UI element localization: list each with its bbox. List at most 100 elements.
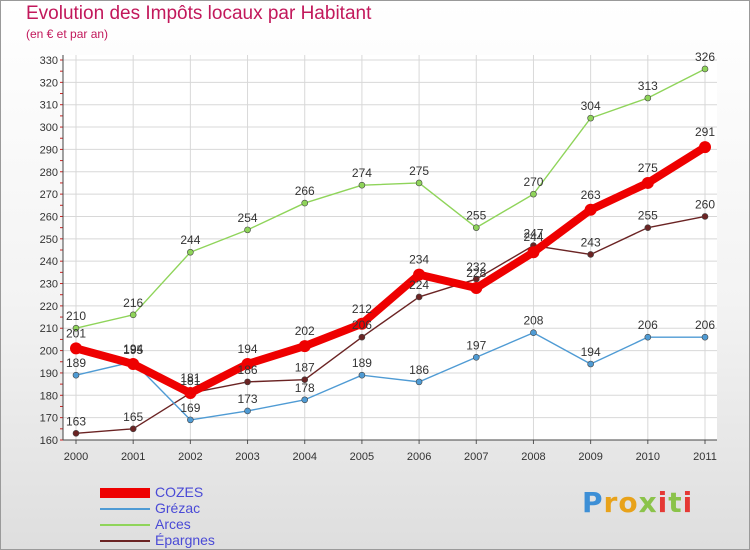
x-tick-label: 2001 xyxy=(121,451,145,463)
y-tick-label: 290 xyxy=(40,144,58,156)
data-point-grezac xyxy=(644,333,652,341)
y-tick-label: 230 xyxy=(40,279,58,291)
data-point-arces xyxy=(301,199,309,207)
data-label-cozes: 212 xyxy=(352,302,372,316)
data-label-grezac: 186 xyxy=(409,363,429,377)
data-point-grezac xyxy=(358,371,366,379)
y-tick-label: 250 xyxy=(40,234,58,246)
data-label-arces: 326 xyxy=(695,50,715,64)
data-point-arces xyxy=(587,114,594,122)
x-tick-label: 2000 xyxy=(64,451,88,463)
data-label-grezac: 173 xyxy=(238,392,258,406)
data-label-epargnes: 181 xyxy=(180,374,200,388)
data-point-epargnes xyxy=(129,425,137,433)
series-line-epargnes xyxy=(75,215,706,434)
data-point-cozes xyxy=(241,358,254,370)
x-tick-label: 2008 xyxy=(521,451,545,463)
x-tick-label: 2011 xyxy=(693,451,717,463)
brand-letter: r xyxy=(603,486,619,519)
data-point-grezac xyxy=(587,360,594,368)
data-point-epargnes xyxy=(701,213,709,220)
brand-letter: t xyxy=(668,486,683,519)
data-point-cozes xyxy=(70,342,82,355)
brand-letter: i xyxy=(657,486,669,519)
data-label-arces: 255 xyxy=(466,209,486,223)
x-tick-label: 2002 xyxy=(178,451,202,463)
data-point-grezac xyxy=(530,329,537,337)
data-label-epargnes: 255 xyxy=(638,209,658,223)
data-point-grezac xyxy=(187,416,194,424)
data-point-arces xyxy=(244,226,251,234)
data-point-cozes xyxy=(527,246,540,259)
data-point-arces xyxy=(644,94,652,102)
y-tick-label: 320 xyxy=(40,77,58,89)
legend-label-grezac: Grézac xyxy=(155,500,201,516)
data-label-cozes: 263 xyxy=(581,188,601,202)
data-label-epargnes: 260 xyxy=(695,197,715,211)
data-label-cozes: 275 xyxy=(638,161,658,175)
y-tick-label: 330 xyxy=(40,55,58,67)
data-label-arces: 313 xyxy=(638,79,658,93)
data-label-arces: 270 xyxy=(523,175,543,189)
brand-text: Proxiti xyxy=(582,486,693,519)
brand-letter: i xyxy=(682,486,694,519)
data-label-cozes: 194 xyxy=(123,342,143,356)
data-point-cozes xyxy=(355,317,368,330)
data-label-arces: 275 xyxy=(409,164,429,178)
data-label-cozes: 181 xyxy=(180,371,200,385)
legend-swatch-arces xyxy=(100,524,150,526)
data-point-cozes xyxy=(699,141,711,154)
x-tick-label: 2003 xyxy=(235,451,259,463)
data-label-epargnes: 247 xyxy=(523,227,543,241)
x-tick-label: 2006 xyxy=(407,451,431,463)
legend-label-cozes: COZES xyxy=(155,484,204,500)
data-label-arces: 216 xyxy=(123,296,143,310)
brand-logo: Proxiti xyxy=(582,486,693,519)
y-tick-label: 200 xyxy=(40,346,58,358)
data-label-grezac: 195 xyxy=(123,343,143,357)
data-label-cozes: 244 xyxy=(523,230,543,244)
data-label-grezac: 197 xyxy=(466,338,486,352)
series-line-cozes xyxy=(72,143,709,398)
data-label-grezac: 206 xyxy=(695,318,715,332)
x-tick-label: 2010 xyxy=(636,451,660,463)
chart-title: Evolution des Impôts locaux par Habitant xyxy=(26,3,372,24)
series-line-grezac xyxy=(75,332,706,421)
data-label-grezac: 169 xyxy=(180,401,200,415)
x-tick-label: 2004 xyxy=(292,451,316,463)
y-tick-label: 280 xyxy=(40,167,58,179)
brand-letter: P xyxy=(582,486,604,519)
data-label-grezac: 208 xyxy=(523,314,543,328)
data-label-epargnes: 232 xyxy=(466,260,486,274)
x-tick-label: 2005 xyxy=(350,451,374,463)
data-label-arces: 254 xyxy=(238,211,258,225)
data-point-arces xyxy=(358,181,366,189)
x-tick-label: 2007 xyxy=(464,451,488,463)
legend-label-arces: Arces xyxy=(155,516,191,532)
data-label-cozes: 202 xyxy=(295,324,315,338)
y-tick-label: 240 xyxy=(40,256,58,268)
data-label-grezac: 206 xyxy=(638,318,658,332)
data-point-arces xyxy=(415,179,423,187)
data-label-grezac: 194 xyxy=(581,345,601,359)
data-point-epargnes xyxy=(301,376,309,383)
data-label-grezac: 178 xyxy=(295,381,315,395)
series-line-arces xyxy=(75,68,706,329)
data-point-epargnes xyxy=(244,378,251,386)
y-tick-label: 270 xyxy=(40,189,58,201)
data-label-epargnes: 186 xyxy=(238,363,258,377)
data-point-cozes xyxy=(127,358,140,370)
data-label-arces: 304 xyxy=(581,99,601,113)
brand-letter: o xyxy=(618,486,639,519)
y-tick-label: 300 xyxy=(40,122,58,134)
data-point-grezac xyxy=(301,396,309,404)
legend-label-epargnes: Épargnes xyxy=(155,532,215,548)
data-point-grezac xyxy=(244,407,251,415)
data-point-grezac xyxy=(415,378,423,386)
legend-swatch-epargnes xyxy=(100,540,150,542)
data-label-epargnes: 243 xyxy=(581,235,601,249)
data-point-epargnes xyxy=(72,429,80,437)
data-label-arces: 266 xyxy=(295,184,315,198)
y-tick-label: 210 xyxy=(40,323,58,335)
data-point-arces xyxy=(129,311,137,319)
